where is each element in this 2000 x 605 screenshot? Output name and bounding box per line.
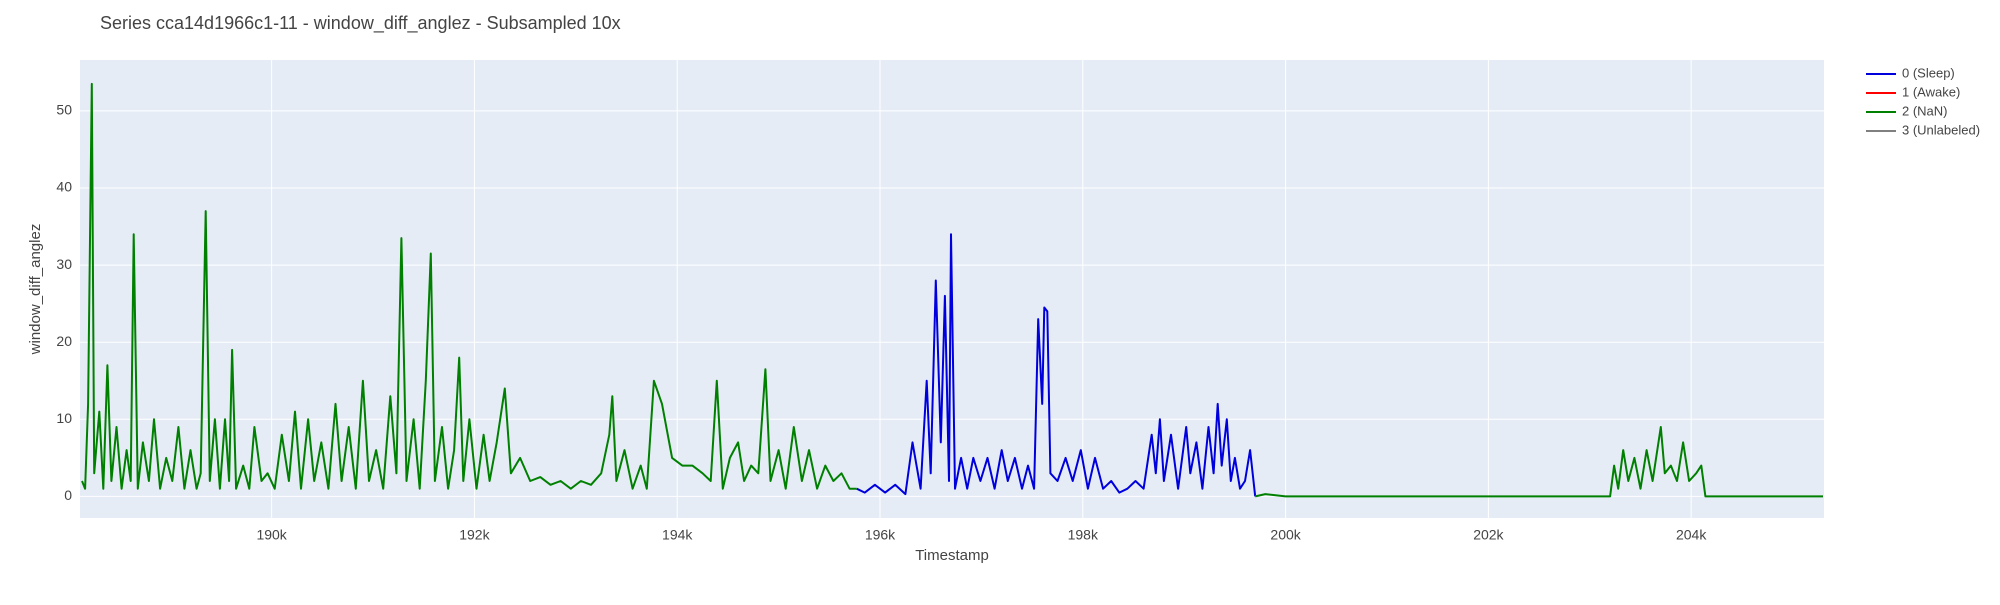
y-tick-label: 20 bbox=[56, 333, 72, 349]
legend-label: 3 (Unlabeled) bbox=[1902, 122, 1980, 137]
y-tick-label: 50 bbox=[56, 102, 72, 118]
legend-label: 1 (Awake) bbox=[1902, 84, 1960, 99]
chart-title: Series cca14d1966c1-11 - window_diff_ang… bbox=[100, 13, 621, 34]
y-tick-label: 40 bbox=[56, 179, 72, 195]
x-tick-label: 190k bbox=[256, 527, 287, 543]
x-tick-label: 198k bbox=[1068, 527, 1099, 543]
x-axis-title: Timestamp bbox=[915, 547, 989, 564]
x-tick-label: 204k bbox=[1676, 527, 1707, 543]
x-tick-label: 202k bbox=[1473, 527, 1504, 543]
y-tick-label: 0 bbox=[64, 487, 72, 503]
x-tick-label: 196k bbox=[865, 527, 896, 543]
series-line bbox=[81, 82, 1823, 498]
legend-label: 2 (NaN) bbox=[1902, 103, 1948, 118]
x-tick-label: 194k bbox=[662, 527, 693, 543]
x-tick-label: 200k bbox=[1270, 527, 1301, 543]
y-axis-title: window_diff_anglez bbox=[27, 224, 44, 356]
y-tick-label: 30 bbox=[56, 256, 72, 272]
y-tick-label: 10 bbox=[56, 410, 72, 426]
legend-label: 0 (Sleep) bbox=[1902, 65, 1955, 80]
series-line bbox=[856, 233, 1257, 497]
x-tick-label: 192k bbox=[459, 527, 490, 543]
